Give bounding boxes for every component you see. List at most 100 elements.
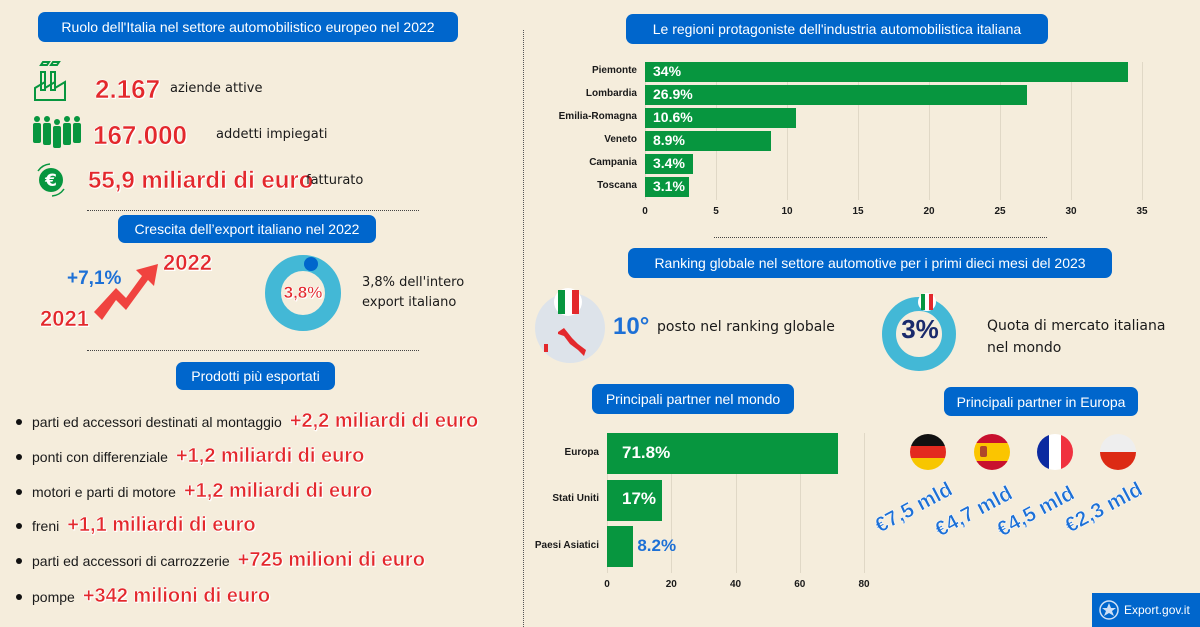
- revenue-label: fatturato: [306, 173, 364, 188]
- x-tick-label: 0: [604, 578, 610, 590]
- poland-value: €2,3 mld: [1061, 477, 1147, 538]
- bar: [645, 62, 1128, 82]
- product-name: motori e parti di motore: [32, 483, 176, 500]
- x-tick-label: 35: [1136, 206, 1148, 217]
- logo-text: Export.gov.it: [1124, 603, 1190, 617]
- gridline: [858, 62, 859, 200]
- gridline: [671, 433, 673, 573]
- growth-value: +7,1%: [67, 268, 122, 289]
- gridline: [1142, 62, 1143, 200]
- divider: [87, 350, 419, 351]
- x-tick-label: 30: [1065, 206, 1077, 217]
- y-tick-label: Piemonte: [591, 65, 637, 76]
- euro-icon: €: [37, 163, 65, 197]
- x-tick-label: 25: [994, 206, 1006, 217]
- y-tick-label: Europa: [564, 446, 599, 458]
- companies-label: aziende attive: [170, 81, 263, 96]
- x-tick-label: 0: [642, 206, 648, 217]
- factory-icon: [34, 61, 66, 101]
- x-tick-label: 20: [665, 578, 677, 590]
- export-share-value: 3,8%: [283, 283, 323, 303]
- svg-text:€: €: [44, 171, 57, 191]
- y-tick-label: Toscana: [597, 180, 637, 191]
- product-name: parti ed accessori destinati al montaggi…: [32, 413, 282, 430]
- column-divider: [523, 30, 524, 627]
- y-tick-label: Stati Uniti: [552, 493, 599, 504]
- gridline: [1000, 62, 1001, 200]
- gridline: [799, 433, 801, 573]
- bar: [645, 108, 796, 128]
- export-gov-logo[interactable]: Export.gov.it: [1092, 593, 1200, 627]
- employees-value: 167.000: [93, 120, 187, 151]
- product-name: pompe: [32, 588, 75, 605]
- section-title-role: Ruolo dell'Italia nel settore automobili…: [38, 12, 458, 42]
- bar-data-label: 71.8%: [622, 442, 671, 462]
- bar-data-label: 3.1%: [653, 178, 685, 195]
- market-text-2: nel mondo: [987, 340, 1062, 356]
- gridline: [787, 62, 788, 200]
- bar: [607, 526, 634, 567]
- bar-data-label: 26.9%: [653, 86, 693, 103]
- product-item: parti ed accessori di carrozzerie +725 mi…: [16, 549, 425, 572]
- x-tick-label: 10: [781, 206, 793, 217]
- bar: [645, 85, 1027, 105]
- export-share-donut: [265, 255, 341, 331]
- x-tick-label: 60: [794, 578, 806, 590]
- gridline: [735, 433, 737, 573]
- y-tick-label: Lombardia: [585, 88, 637, 99]
- x-tick-label: 40: [729, 578, 742, 590]
- product-name: ponti con differenziale: [32, 448, 168, 465]
- x-tick-label: 80: [858, 578, 870, 590]
- market-share-donut: [882, 293, 956, 371]
- bar-data-label: 34%: [653, 63, 682, 80]
- france-flag-icon: [1037, 434, 1073, 470]
- x-tick-label: 15: [852, 206, 864, 217]
- product-item: parti ed accessori destinati al montaggi…: [16, 410, 478, 433]
- spain-flag-icon: [974, 434, 1010, 470]
- rank-text: posto nel ranking globale: [657, 319, 835, 335]
- bar: [607, 479, 662, 521]
- section-title-world-partners: Principali partner nel mondo: [592, 384, 794, 414]
- bar: [645, 131, 772, 151]
- y-tick-label: Veneto: [604, 134, 637, 145]
- product-item: motori e parti di motore +1,2 miliardi di…: [16, 480, 373, 503]
- bar: [645, 154, 694, 174]
- product-value: +725 milioni di euro: [237, 549, 425, 572]
- section-title-export-growth: Crescita dell’export italiano nel 2022: [118, 215, 376, 243]
- gridline: [1071, 62, 1072, 200]
- market-share-value: 3%: [901, 314, 939, 344]
- product-value: +2,2 miliardi di euro: [289, 410, 479, 433]
- bar-data-label: 17%: [622, 489, 657, 509]
- product-name: parti ed accessori di carrozzerie: [32, 552, 230, 569]
- product-value: +1,2 miliardi di euro: [175, 445, 365, 468]
- italy-map-icon: [535, 288, 605, 363]
- revenue-value: 55,9 miliardi di euro: [88, 167, 314, 195]
- section-title-regions: Le regioni protagoniste dell'industria a…: [626, 14, 1048, 44]
- gridline: [929, 62, 930, 200]
- bar: [645, 177, 690, 197]
- product-item: pompe +342 milioni di euro: [16, 585, 270, 608]
- product-item: ponti con differenziale +1,2 miliardi di …: [16, 445, 365, 468]
- people-icon: [33, 116, 81, 148]
- section-title-ranking: Ranking globale nel settore automotive p…: [628, 248, 1112, 278]
- emblem-icon: [1099, 600, 1119, 620]
- germany-flag-icon: [910, 434, 946, 470]
- divider: [714, 237, 1047, 238]
- year-2022: 2022: [163, 250, 212, 276]
- share-marker: [304, 257, 318, 271]
- companies-value: 2.167: [95, 74, 161, 105]
- employees-label: addetti impiegati: [216, 127, 328, 142]
- y-tick-label: Emilia-Romagna: [558, 111, 637, 122]
- gridline: [864, 433, 865, 573]
- y-tick-label: Campania: [589, 157, 637, 168]
- market-text-1: Quota di mercato italiana: [987, 318, 1166, 334]
- section-title-products: Prodotti più esportati: [176, 362, 335, 390]
- bar-data-label: 10.6%: [653, 109, 693, 126]
- bar: [607, 433, 838, 474]
- product-value: +1,1 miliardi di euro: [67, 514, 256, 537]
- growth-arrow-icon: [94, 264, 158, 320]
- poland-flag-icon: [1100, 434, 1136, 470]
- x-tick-label: 5: [713, 206, 719, 217]
- y-tick-label: Paesi Asiatici: [534, 539, 599, 551]
- bar-data-label: 3.4%: [653, 155, 685, 172]
